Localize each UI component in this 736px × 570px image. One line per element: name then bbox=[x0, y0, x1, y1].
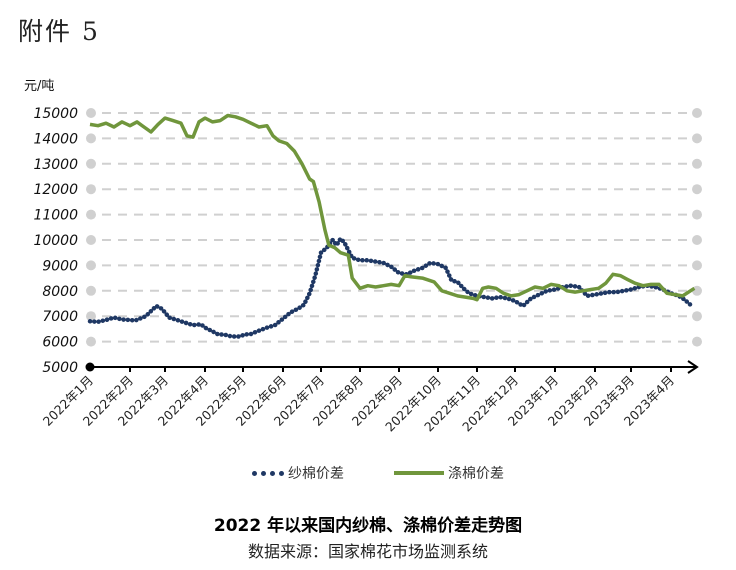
chart-caption: 2022 年以来国内纱棉、涤棉价差走势图 bbox=[213, 516, 523, 536]
y-tick-label: 9000 bbox=[42, 258, 78, 274]
y-tick-label: 7000 bbox=[42, 309, 78, 325]
data-source: 数据来源：国家棉花市场监测系统 bbox=[247, 542, 488, 561]
y-axis-unit-label: 元/吨 bbox=[24, 79, 55, 94]
solid-line-icon bbox=[394, 471, 444, 475]
y-tick-label: 11000 bbox=[33, 208, 78, 224]
series-polyester-cotton-line bbox=[89, 113, 696, 302]
chart-legend: 纱棉价差 涤棉价差 bbox=[0, 463, 736, 483]
series-yarn-cotton-line bbox=[87, 235, 693, 339]
x-axis: 2022年1月2022年2月2022年3月2022年4月2022年5月2022年… bbox=[40, 360, 699, 435]
grid-lines bbox=[86, 108, 702, 347]
chart-series bbox=[87, 113, 696, 339]
y-tick-label: 12000 bbox=[33, 182, 78, 198]
y-tick-label: 10000 bbox=[33, 233, 78, 249]
y-tick-label: 15000 bbox=[33, 106, 78, 122]
y-tick-label: 14000 bbox=[33, 131, 78, 147]
legend-label: 纱棉价差 bbox=[288, 466, 344, 482]
legend-item-polyester-cotton: 涤棉价差 bbox=[394, 463, 504, 483]
y-tick-label: 5000 bbox=[42, 360, 78, 376]
price-spread-chart: 5000 6000 7000 8000 9000 10000 11000 12000 13000… bbox=[33, 106, 702, 435]
y-tick-label: 6000 bbox=[42, 335, 78, 351]
dotted-line-icon bbox=[252, 470, 284, 476]
legend-item-yarn-cotton: 纱棉价差 bbox=[252, 463, 344, 483]
annex-label: 附件 5 bbox=[18, 17, 100, 46]
y-tick-label: 13000 bbox=[33, 157, 78, 173]
y-axis-ticks: 5000 6000 7000 8000 9000 10000 11000 12000 13000… bbox=[33, 106, 78, 376]
legend-label: 涤棉价差 bbox=[448, 466, 504, 482]
axis-arrow-icon bbox=[687, 360, 699, 374]
y-tick-label: 8000 bbox=[42, 284, 78, 300]
